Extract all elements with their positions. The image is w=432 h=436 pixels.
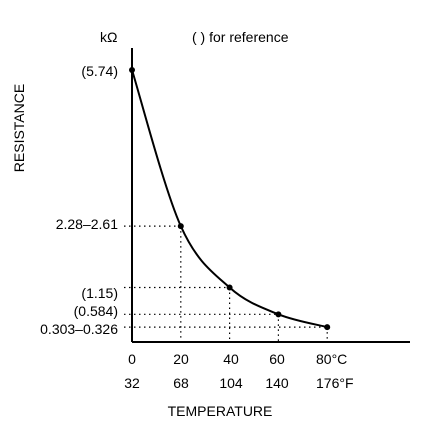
y-axis-title: RESISTANCE bbox=[11, 84, 27, 172]
x-tick-c-4: 80°C bbox=[316, 351, 347, 367]
x-tick-c-3: 60 bbox=[269, 351, 285, 367]
data-point-3 bbox=[275, 311, 282, 318]
y-label-3: (0.584) bbox=[74, 303, 118, 319]
y-label-2: (1.15) bbox=[81, 285, 118, 301]
data-point-4 bbox=[324, 324, 331, 331]
x-tick-c-1: 20 bbox=[173, 351, 189, 367]
x-tick-f-1: 68 bbox=[173, 375, 189, 391]
data-point-0 bbox=[129, 67, 135, 73]
reference-note: ( ) for reference bbox=[192, 29, 289, 45]
x-tick-f-2: 104 bbox=[219, 375, 243, 391]
unit-label: kΩ bbox=[100, 29, 117, 45]
data-point-2 bbox=[226, 284, 233, 291]
x-tick-f-3: 140 bbox=[265, 375, 289, 391]
y-label-4: 0.303–0.326 bbox=[40, 321, 118, 337]
x-tick-c-2: 40 bbox=[223, 351, 239, 367]
y-label-1: 2.28–2.61 bbox=[56, 216, 118, 232]
data-point-1 bbox=[177, 223, 184, 230]
x-tick-c-0: 0 bbox=[128, 351, 136, 367]
resistance-curve bbox=[131, 69, 328, 329]
guide-lines bbox=[124, 225, 328, 342]
x-tick-f-4: 176°F bbox=[316, 375, 354, 391]
x-tick-f-0: 32 bbox=[124, 375, 140, 391]
data-points bbox=[129, 67, 331, 331]
y-label-0: (5.74) bbox=[81, 63, 118, 79]
x-axis-title: TEMPERATURE bbox=[168, 403, 273, 419]
